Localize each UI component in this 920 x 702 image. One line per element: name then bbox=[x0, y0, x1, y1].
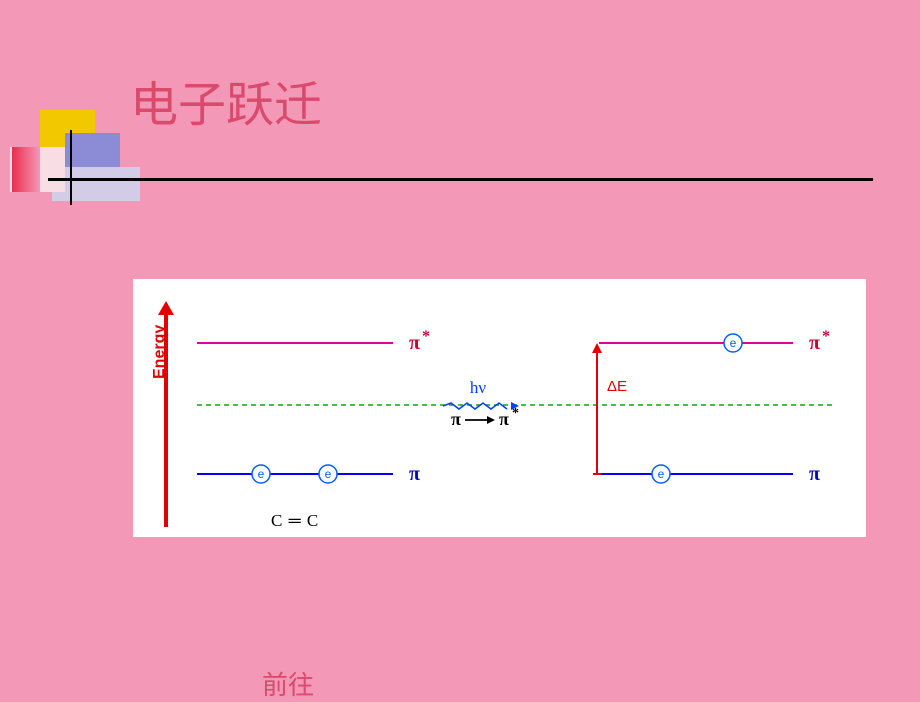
svg-text:π: π bbox=[409, 332, 420, 354]
svg-text:π: π bbox=[809, 332, 820, 354]
title-underline bbox=[48, 178, 873, 181]
molecule-label: C ═ C bbox=[271, 511, 319, 531]
svg-text:e: e bbox=[258, 467, 265, 481]
decorative-squares bbox=[10, 105, 190, 205]
svg-text:*: * bbox=[512, 406, 519, 421]
svg-text:e: e bbox=[658, 467, 665, 481]
svg-text:π: π bbox=[809, 463, 820, 485]
svg-text:hν: hν bbox=[470, 378, 487, 397]
svg-text:*: * bbox=[422, 328, 430, 345]
svg-text:e: e bbox=[730, 336, 737, 350]
svg-text:ΔE: ΔE bbox=[607, 378, 627, 395]
svg-text:π: π bbox=[499, 409, 509, 429]
svg-text:*: * bbox=[822, 328, 830, 345]
energy-level-diagram: Energy C ═ C π*πeeπ*eπehνππ*ΔE bbox=[133, 279, 866, 537]
forward-link[interactable]: 前往 bbox=[262, 665, 314, 702]
energy-axis-label: Energy bbox=[151, 325, 169, 379]
svg-text:e: e bbox=[325, 467, 332, 481]
svg-text:π: π bbox=[451, 409, 461, 429]
svg-text:π: π bbox=[409, 463, 420, 485]
